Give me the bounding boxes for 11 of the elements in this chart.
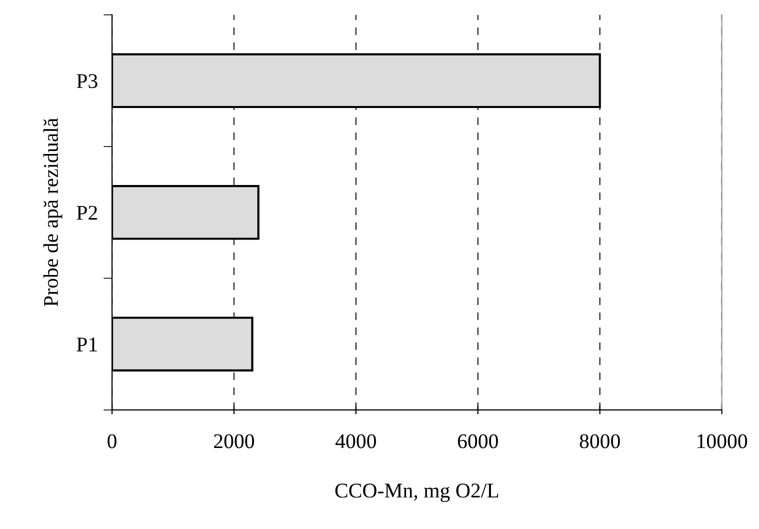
y-axis-title: Probe de apă reziduală [43, 118, 62, 306]
y-tick-label: P2 [76, 206, 97, 220]
x-tick-label: 4000 [336, 434, 376, 448]
x-tick-label: 8000 [580, 434, 620, 448]
y-tick-label: P3 [76, 74, 98, 88]
x-axis-title: CCO-Mn, mg O2/L [335, 484, 498, 502]
x-tick-label: 6000 [458, 434, 498, 448]
y-tick-label: P1 [76, 338, 97, 352]
x-tick-label: 2000 [214, 434, 254, 448]
x-tick-label: 10000 [698, 434, 748, 448]
x-tick-label: 0 [108, 434, 116, 448]
